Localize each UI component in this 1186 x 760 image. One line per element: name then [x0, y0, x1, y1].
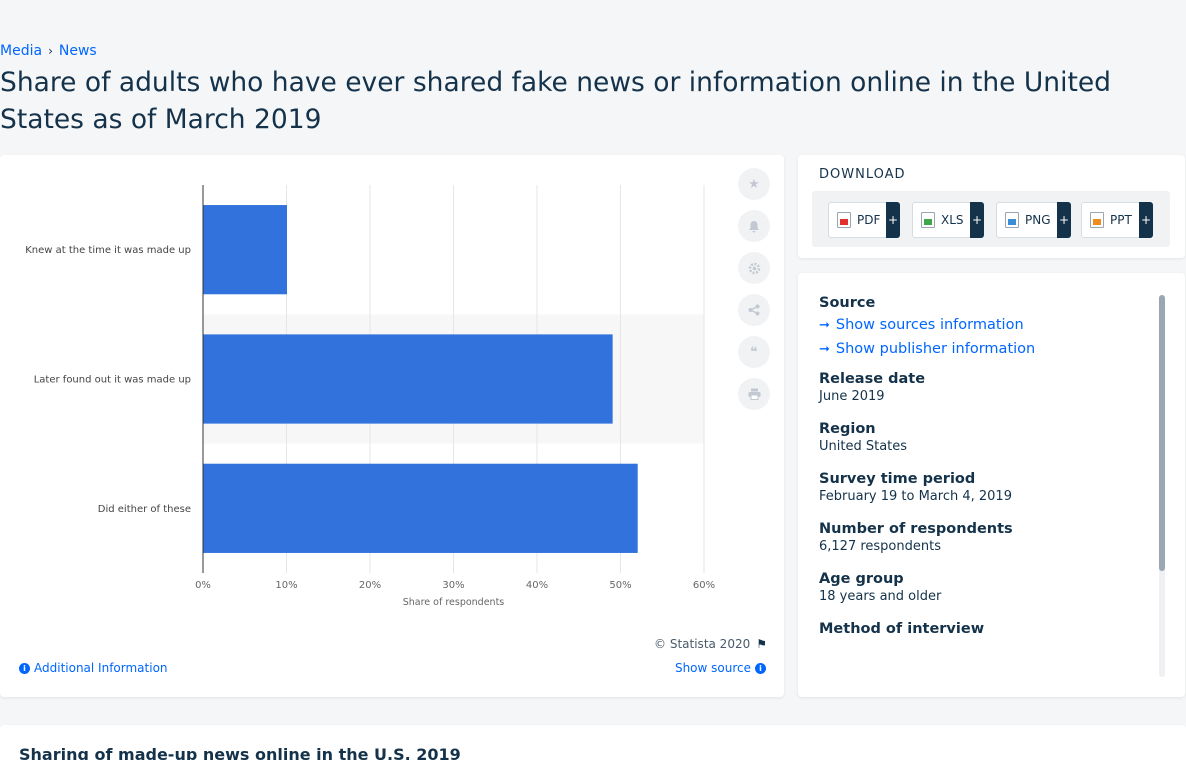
download-heading: DOWNLOAD: [819, 167, 906, 182]
print-icon[interactable]: [738, 378, 770, 410]
download-png-label: PNG: [1025, 213, 1051, 227]
category-label: Knew at the time it was made up: [25, 245, 191, 256]
region-label: Region: [819, 421, 876, 437]
x-tick-label: 10%: [275, 580, 297, 591]
source-label: Source: [819, 295, 876, 311]
scrollbar[interactable]: [1159, 295, 1165, 677]
download-png-button[interactable]: PNG +: [996, 202, 1071, 238]
download-buttons: PDF + XLS + PNG + PPT +: [812, 191, 1170, 247]
additional-info-label: Additional Information: [34, 661, 168, 675]
xls-file-icon: [921, 212, 935, 228]
quote-icon[interactable]: ❝: [738, 336, 770, 368]
x-tick-label: 20%: [359, 580, 381, 591]
download-xls-button[interactable]: XLS +: [912, 202, 984, 238]
chart-card: 0% 10% 20% 30% 40% 50% 60% Knew at the time it …: [0, 155, 784, 697]
arrow-right-icon: ➞: [819, 317, 830, 333]
chart-toolbar: ★ ❝: [738, 168, 770, 420]
arrow-right-icon: ➞: [819, 341, 830, 357]
x-tick-label: 60%: [693, 580, 715, 591]
respondents-value: 6,127 respondents: [819, 539, 941, 554]
copyright: © Statista 2020 ⚑: [654, 637, 767, 651]
bar: [203, 334, 613, 424]
survey-period-label: Survey time period: [819, 471, 976, 487]
ppt-file-icon: [1090, 212, 1104, 228]
copyright-text: © Statista 2020: [654, 637, 751, 651]
bar-chart: 0% 10% 20% 30% 40% 50% 60% Knew at the time it …: [25, 185, 715, 608]
show-sources-link[interactable]: ➞ Show sources information: [819, 313, 1149, 337]
region-value: United States: [819, 439, 908, 454]
breadcrumb-news[interactable]: News: [58, 43, 97, 59]
category-label: Did either of these: [98, 504, 191, 515]
top-bar: [0, 0, 1186, 34]
source-details: Source ➞ Show sources information ➞ Show…: [819, 295, 1149, 639]
breadcrumb-media[interactable]: Media: [0, 43, 43, 59]
related-card: Sharing of made-up news online in the U.…: [0, 725, 1186, 760]
plus-icon: +: [1139, 202, 1153, 238]
show-source-link[interactable]: Show source i: [675, 661, 766, 675]
png-file-icon: [1005, 212, 1019, 228]
age-group-label: Age group: [819, 571, 904, 587]
plus-icon: +: [886, 202, 900, 238]
respondents-label: Number of respondents: [819, 521, 1013, 537]
source-details-card: Source ➞ Show sources information ➞ Show…: [798, 273, 1185, 697]
bell-icon[interactable]: [738, 210, 770, 242]
release-date-value: June 2019: [819, 389, 885, 404]
interview-method-label: Method of interview: [819, 621, 985, 637]
additional-info-link[interactable]: i Additional Information: [19, 661, 168, 675]
star-icon[interactable]: ★: [738, 168, 770, 200]
release-date-label: Release date: [819, 371, 926, 387]
scrollbar-thumb[interactable]: [1159, 295, 1165, 571]
share-icon[interactable]: [738, 294, 770, 326]
bar: [203, 463, 638, 553]
download-pdf-label: PDF: [857, 213, 881, 227]
info-icon: i: [19, 662, 30, 674]
plus-icon: +: [970, 202, 984, 238]
x-tick-label: 40%: [526, 580, 548, 591]
download-pdf-button[interactable]: PDF +: [828, 202, 900, 238]
info-icon: i: [755, 662, 766, 674]
download-ppt-label: PPT: [1110, 213, 1132, 227]
chevron-right-icon: ›: [48, 44, 53, 58]
survey-period-value: February 19 to March 4, 2019: [819, 489, 1012, 504]
bar: [203, 205, 287, 295]
download-ppt-button[interactable]: PPT +: [1081, 202, 1153, 238]
flag-icon[interactable]: ⚑: [756, 637, 767, 651]
show-source-label: Show source: [674, 661, 751, 675]
x-tick-label: 50%: [609, 580, 631, 591]
category-label: Later found out it was made up: [34, 375, 191, 386]
pdf-file-icon: [837, 212, 851, 228]
breadcrumb: Media › News: [0, 43, 97, 59]
page-title: Share of adults who have ever shared fak…: [0, 67, 1111, 135]
plus-icon: +: [1057, 202, 1071, 238]
x-tick-label: 0%: [195, 580, 211, 591]
download-xls-label: XLS: [941, 213, 964, 227]
x-axis-title: Share of respondents: [403, 597, 505, 608]
gear-icon[interactable]: [738, 252, 770, 284]
related-title: Sharing of made-up news online in the U.…: [19, 745, 461, 760]
x-tick-label: 30%: [442, 580, 464, 591]
show-publisher-link[interactable]: ➞ Show publisher information: [819, 337, 1149, 361]
show-sources-label: Show sources information: [835, 317, 1024, 333]
download-card: DOWNLOAD PDF + XLS + PNG + PPT +: [798, 155, 1185, 258]
age-group-value: 18 years and older: [819, 589, 942, 604]
show-publisher-label: Show publisher information: [835, 341, 1036, 357]
